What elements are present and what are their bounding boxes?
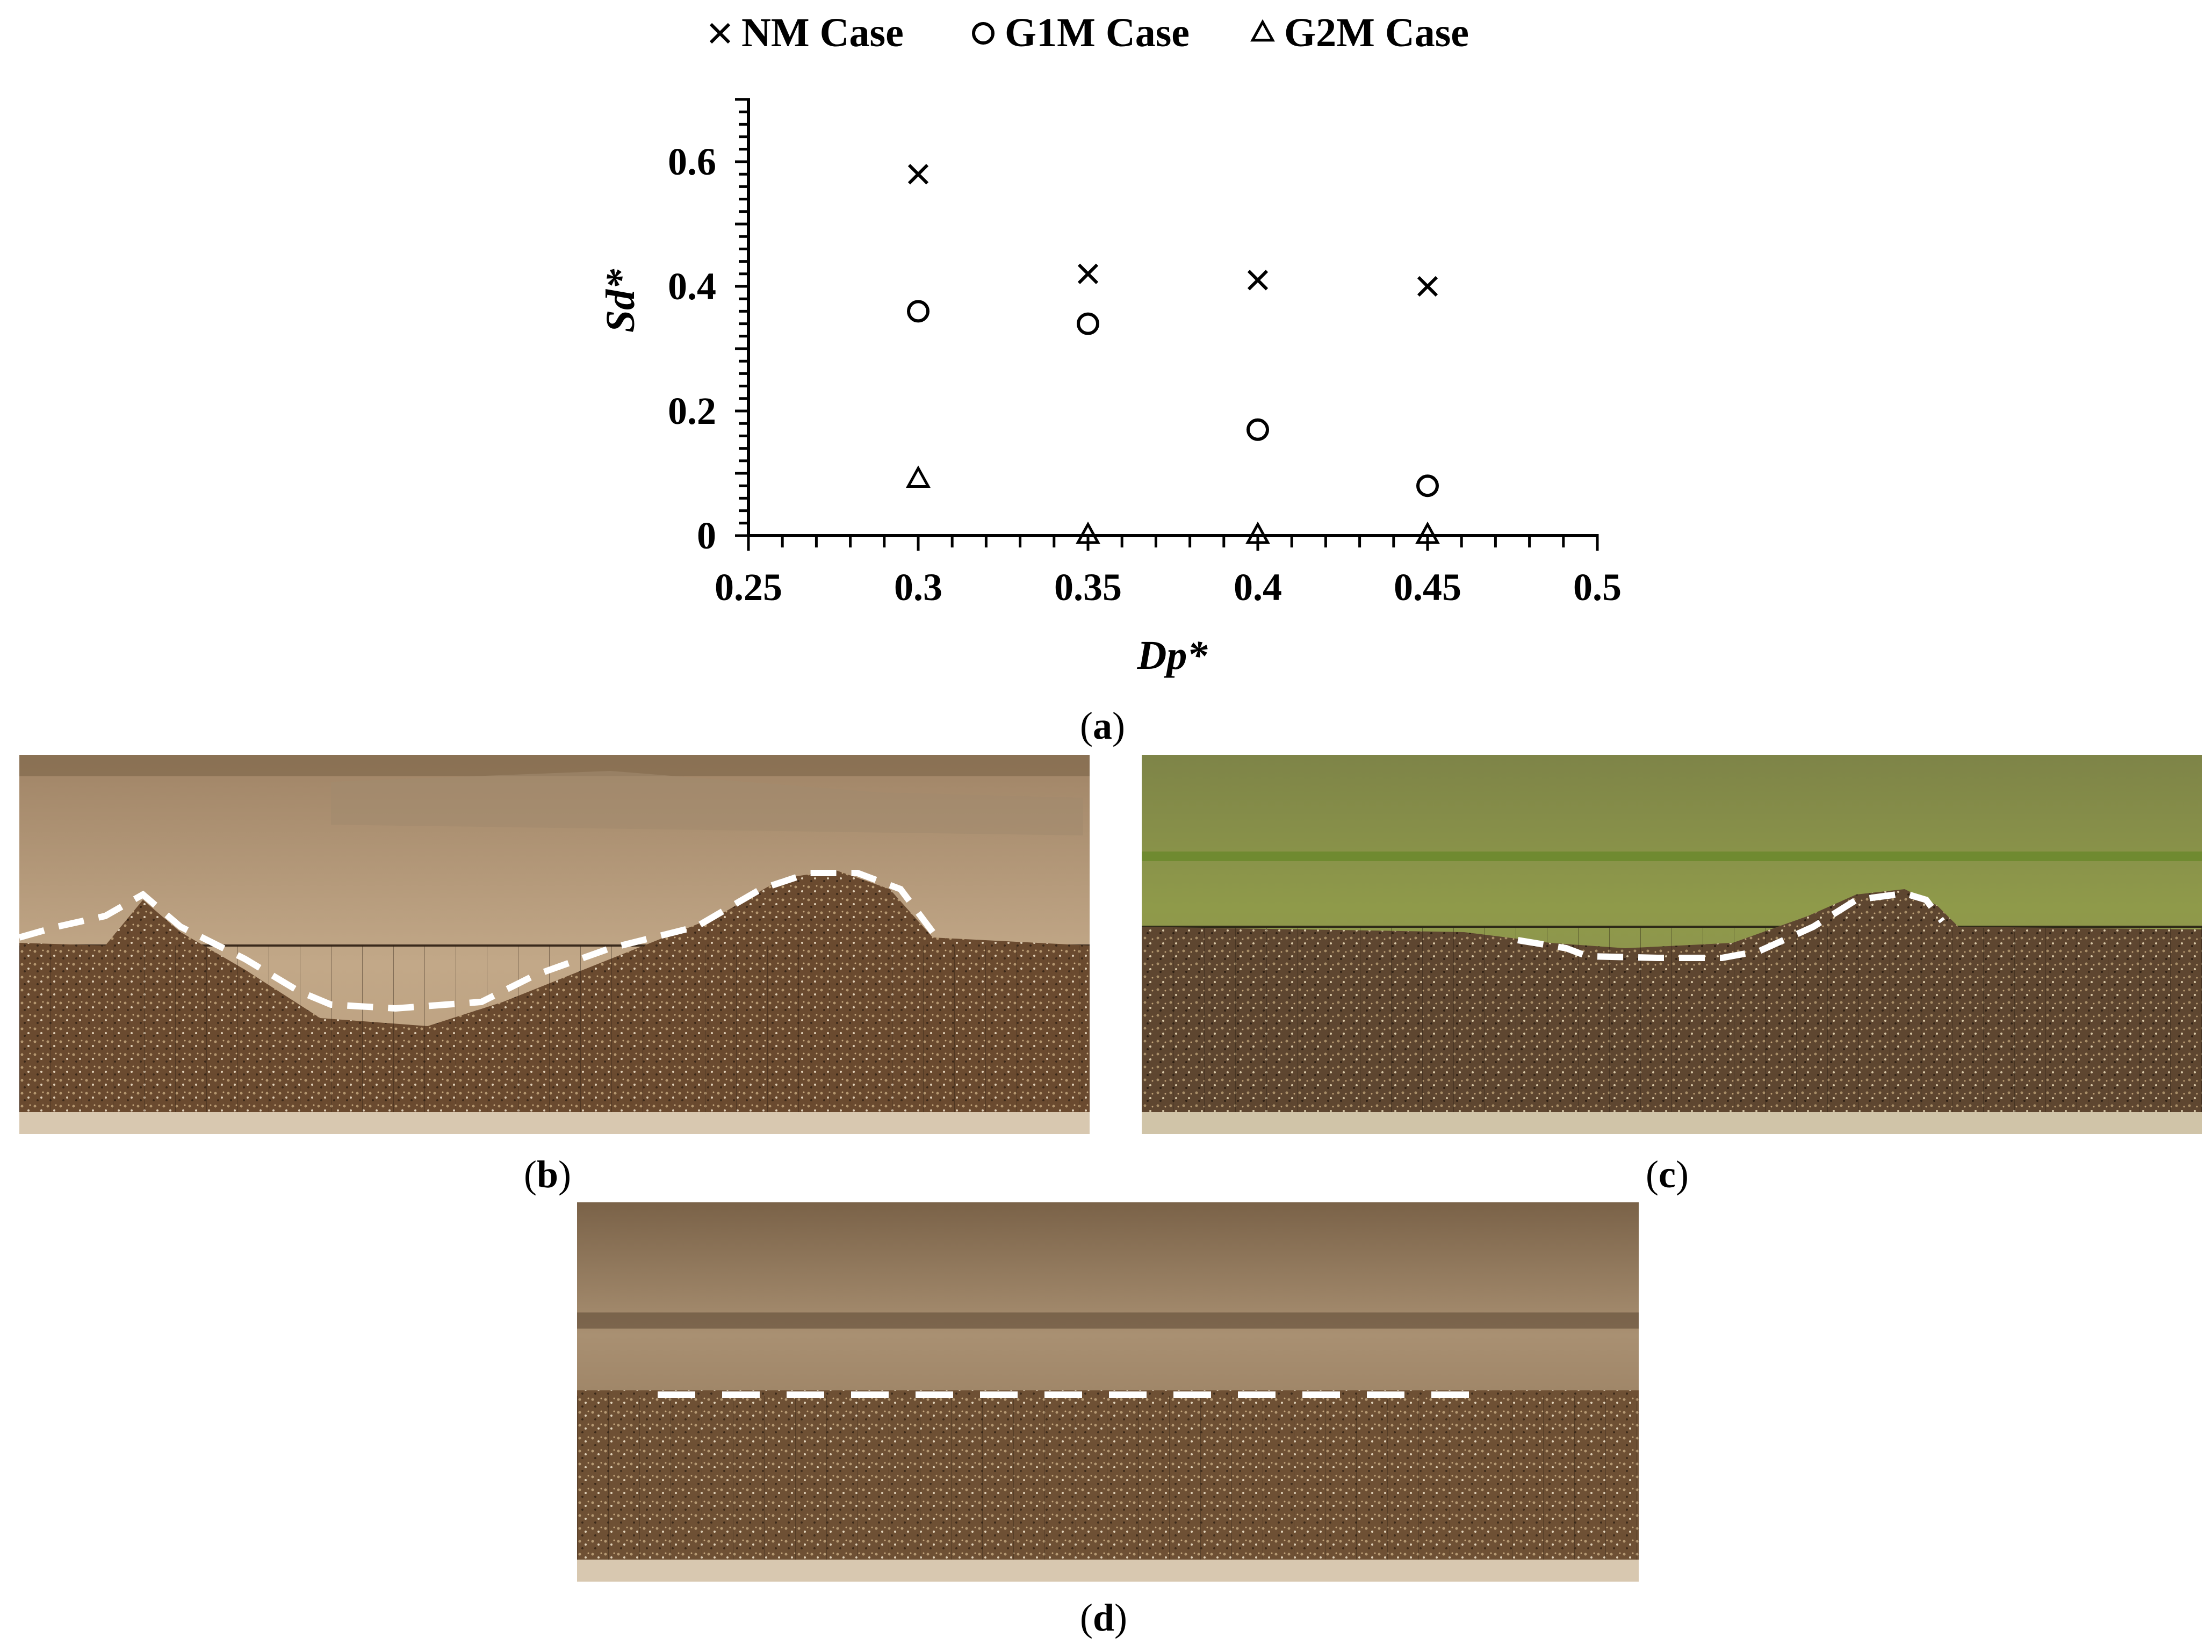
caption-d-close: ) — [1114, 1596, 1128, 1639]
legend-item: NM Case — [709, 10, 904, 55]
scatter-chart: NM Case G1M Case G2M Case 0.25 0.3 0.35 0.4 0.… — [598, 10, 1622, 678]
x-tick-label: 0.5 — [1573, 566, 1622, 609]
caption-a-letter: a — [1092, 704, 1112, 747]
caption-c: (c) — [1646, 1152, 1689, 1197]
caption-c-open: ( — [1646, 1153, 1659, 1196]
photo-c — [1142, 755, 2202, 1134]
x-tick-label: 0.45 — [1394, 566, 1461, 609]
circle-marker — [1416, 474, 1439, 497]
y-tick-label: 0 — [697, 514, 716, 557]
cross-marker — [1417, 276, 1438, 297]
legend: NM Case G1M Case G2M Case — [709, 10, 1469, 55]
cross-marker — [1077, 263, 1099, 284]
legend-triangle-icon — [1250, 19, 1275, 42]
photo-b — [19, 755, 1090, 1134]
y-tick-label: 0.2 — [668, 389, 716, 432]
measuring-scale — [1142, 1112, 2202, 1134]
caption-b-letter: b — [536, 1153, 559, 1196]
caption-a-close: ) — [1112, 704, 1125, 747]
caption-a-open: ( — [1080, 704, 1093, 747]
x-axis-label: Dp* — [1137, 633, 1208, 678]
axes — [747, 99, 1597, 537]
triangle-marker — [1245, 521, 1270, 544]
legend-cross-icon — [709, 23, 731, 44]
triangle-marker — [906, 465, 931, 488]
measuring-scale — [577, 1560, 1639, 1582]
legend-label: G2M Case — [1284, 10, 1469, 55]
caption-b: (b) — [524, 1152, 571, 1197]
caption-d-open: ( — [1080, 1596, 1093, 1639]
cross-marker — [907, 164, 929, 185]
y-axis-label: Sd* — [598, 269, 643, 333]
caption-c-close: ) — [1675, 1153, 1689, 1196]
scour-profile-line — [1517, 890, 1945, 961]
legend-label: NM Case — [741, 10, 904, 55]
legend-item: G2M Case — [1250, 10, 1469, 55]
legend-label: G1M Case — [1005, 10, 1190, 55]
cross-marker — [1247, 270, 1269, 291]
caption-c-letter: c — [1658, 1153, 1676, 1196]
triangle-marker — [1076, 521, 1100, 544]
caption-b-close: ) — [558, 1153, 572, 1196]
x-tick-label: 0.3 — [894, 566, 942, 609]
legend-item: G1M Case — [972, 10, 1190, 55]
circle-marker — [907, 300, 930, 323]
circle-marker — [1246, 418, 1269, 441]
photo-d — [577, 1202, 1639, 1582]
triangle-marker — [1415, 521, 1440, 544]
x-tick-label: 0.35 — [1054, 566, 1122, 609]
circle-marker — [1077, 312, 1099, 335]
caption-d: (d) — [1080, 1596, 1127, 1640]
legend-circle-icon — [972, 22, 995, 45]
scour-profile-line — [19, 870, 935, 1012]
caption-a: (a) — [1080, 704, 1125, 748]
data-points — [906, 164, 1440, 544]
x-tick-label: 0.25 — [715, 566, 782, 609]
ticks — [735, 98, 1599, 551]
x-tick-label: 0.4 — [1234, 566, 1282, 609]
tick-labels: 0.25 0.3 0.35 0.4 0.45 0.5 0 0.2 0.4 0.6 — [668, 140, 1622, 609]
y-tick-label: 0.6 — [668, 140, 716, 183]
caption-d-letter: d — [1092, 1596, 1115, 1639]
caption-b-open: ( — [524, 1153, 537, 1196]
y-tick-label: 0.4 — [668, 265, 716, 308]
measuring-scale — [19, 1112, 1090, 1134]
